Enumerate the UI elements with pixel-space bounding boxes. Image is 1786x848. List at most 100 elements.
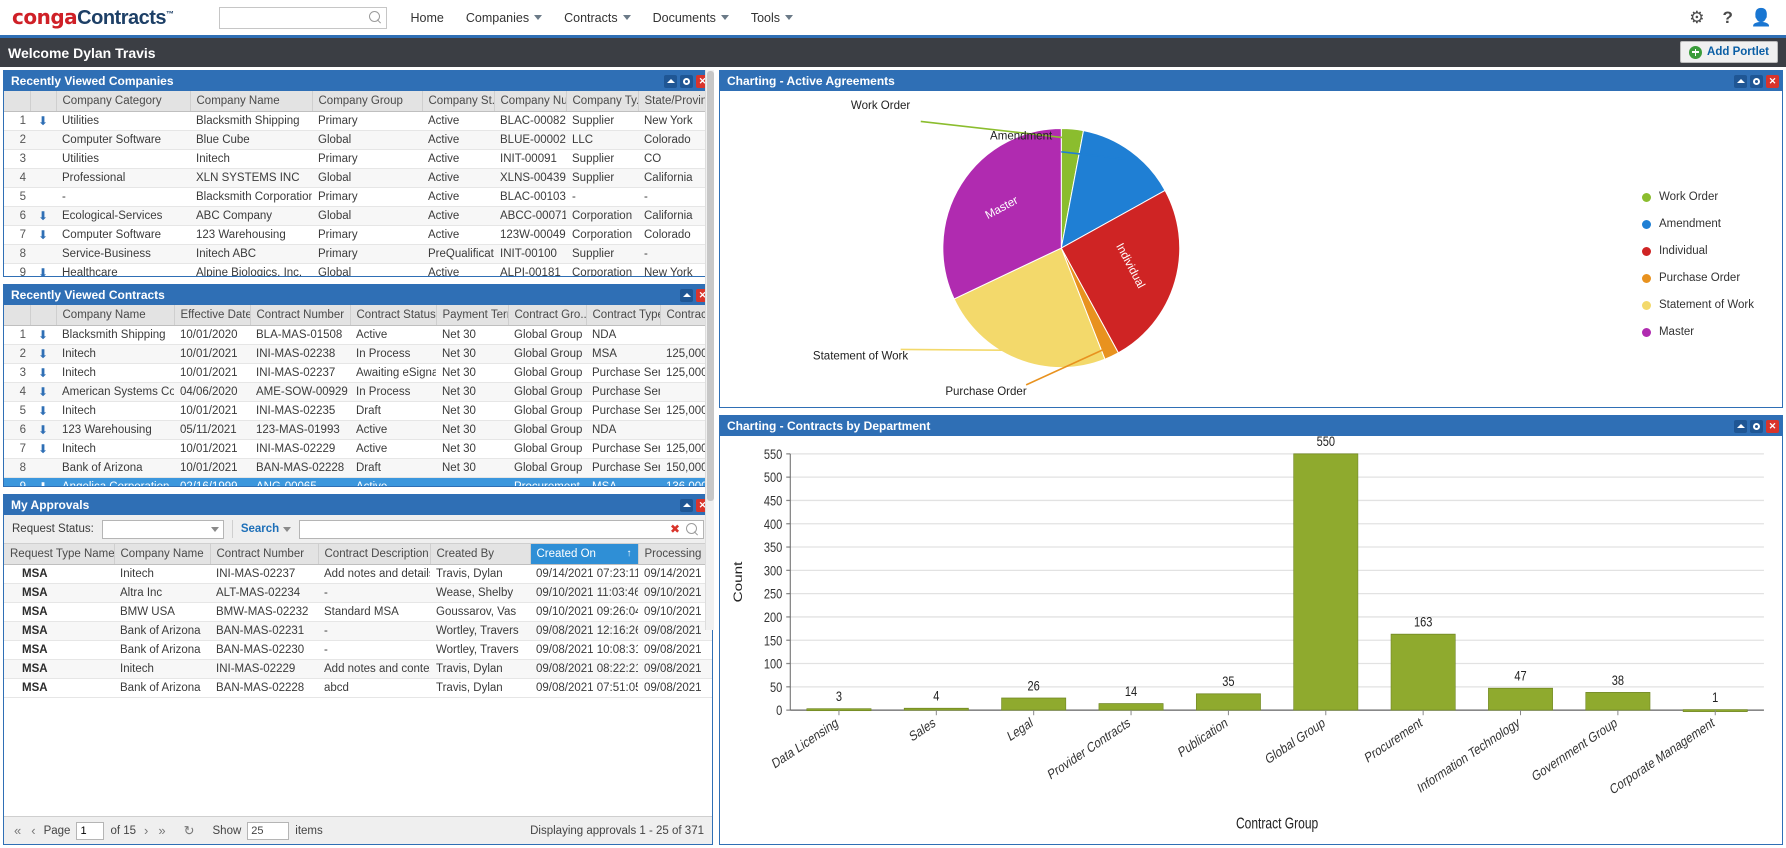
table-row[interactable]: 7 ⬇ Computer Software 123 Warehousing Primar…	[4, 225, 712, 245]
col-download[interactable]	[30, 305, 57, 326]
download-cell[interactable]: ⬇	[30, 439, 56, 459]
table-row[interactable]: 2 Computer Software Blue Cube Global Active B…	[4, 130, 712, 150]
download-icon[interactable]: ⬇	[37, 265, 49, 277]
table-row[interactable]: MSA Initech INI-MAS-02229 Add notes and con…	[4, 659, 712, 679]
download-cell[interactable]: ⬇	[30, 382, 56, 402]
table-row[interactable]: 6 ⬇ Ecological-Services ABC Company Global Ac…	[4, 206, 712, 226]
download-cell[interactable]: ⬇	[30, 344, 56, 364]
global-search-input[interactable]	[223, 11, 369, 24]
search-icon[interactable]	[686, 522, 699, 536]
download-cell[interactable]: ⬇	[30, 225, 56, 245]
close-icon[interactable]: ✕	[1766, 419, 1779, 433]
search-dropdown-button[interactable]: Search	[241, 523, 292, 535]
download-cell[interactable]: ⬇	[30, 206, 56, 226]
pie-slice-statement-of-work[interactable]	[953, 247, 1106, 369]
col-company-name[interactable]: Company Name	[114, 544, 211, 565]
col-company-category[interactable]: Company Category	[56, 91, 191, 112]
collapse-icon[interactable]	[680, 498, 693, 512]
last-page-button[interactable]: »	[158, 823, 166, 838]
col-rownum[interactable]	[4, 91, 31, 112]
table-row[interactable]: 9 ⬇ Angelica Corporation02/16/1999ANG-0006…	[4, 477, 712, 486]
col-download[interactable]	[30, 91, 57, 112]
col-company-name[interactable]: Company Name	[56, 305, 175, 326]
nav-item-companies[interactable]: Companies	[466, 11, 543, 25]
gear-icon[interactable]	[1750, 419, 1763, 433]
scrollbar-thumb[interactable]	[707, 71, 714, 501]
table-row[interactable]: 3 Utilities Initech Primary Active INIT-00091…	[4, 149, 712, 169]
legend-item[interactable]: Individual	[1641, 245, 1754, 257]
download-icon[interactable]: ⬇	[37, 208, 49, 223]
download-cell[interactable]: ⬇	[30, 401, 56, 421]
col-company-status[interactable]: Company St...	[422, 91, 495, 112]
refresh-icon[interactable]: ↻	[183, 822, 195, 838]
table-row[interactable]: 7 ⬇ Initech 10/01/2021 INI-MAS-02229 Active Ne…	[4, 439, 712, 459]
table-row[interactable]: MSA Altra Inc ALT-MAS-02234- Wease, Shelby 0…	[4, 583, 712, 603]
table-row[interactable]: 5 ⬇ Initech 10/01/2021 INI-MAS-02235 Draft Net…	[4, 401, 712, 421]
approvals-search-field[interactable]: ✖	[299, 519, 704, 539]
bar-publication[interactable]	[1195, 693, 1261, 711]
table-row[interactable]: 1 ⬇ Utilities Blacksmith Shipping Primary Act…	[4, 111, 712, 131]
table-row[interactable]: 4 Professional XLN SYSTEMS INC Global Active…	[4, 168, 712, 188]
col-company-type[interactable]: Company Ty...	[566, 91, 639, 112]
download-icon[interactable]: ⬇	[37, 403, 49, 418]
bar-sales[interactable]	[903, 707, 969, 711]
col-contract-type[interactable]: Contract Type	[586, 305, 661, 326]
table-row[interactable]: 1 ⬇ Blacksmith Shipping 10/01/2020 BLA-MAS-0…	[4, 325, 712, 345]
table-row[interactable]: 6 ⬇ 123 Warehousing 05/11/2021 123-MAS-01993…	[4, 420, 712, 440]
col-contract-description[interactable]: Contract Description	[318, 544, 431, 565]
col-state-province[interactable]: State/Province	[638, 91, 712, 112]
download-icon[interactable]: ⬇	[37, 384, 49, 399]
next-page-button[interactable]: ›	[144, 823, 149, 838]
bar-procurement[interactable]	[1390, 633, 1456, 711]
col-created-on[interactable]: Created On ↑	[530, 544, 639, 565]
download-cell[interactable]: ⬇	[30, 325, 56, 345]
table-row[interactable]: MSA BMW USA BMW-MAS-02232 Standard MSA Gouss…	[4, 602, 712, 622]
global-search-box[interactable]	[218, 6, 387, 29]
prev-page-button[interactable]: ‹	[31, 823, 36, 838]
bar-global-group[interactable]	[1293, 453, 1359, 711]
download-cell[interactable]: ⬇	[30, 363, 56, 383]
legend-item[interactable]: Statement of Work	[1641, 299, 1754, 311]
bar-information-technology[interactable]	[1488, 687, 1553, 711]
col-rownum[interactable]	[4, 305, 31, 326]
bar-legal[interactable]	[1001, 697, 1067, 711]
col-company-number[interactable]: Company Nu...	[494, 91, 567, 112]
download-icon[interactable]: ⬇	[37, 327, 49, 342]
approvals-search-input[interactable]	[304, 523, 670, 535]
clear-search-icon[interactable]: ✖	[669, 522, 680, 536]
legend-item[interactable]: Amendment	[1641, 218, 1754, 230]
first-page-button[interactable]: «	[14, 823, 22, 838]
left-column-scrollbar[interactable]	[705, 70, 714, 630]
page-number-input[interactable]	[76, 821, 105, 840]
bar-government-group[interactable]	[1585, 692, 1651, 711]
table-row[interactable]: MSA Initech INI-MAS-02237 Add notes and det…	[4, 564, 712, 584]
col-contract-number[interactable]: Contract Number	[250, 305, 351, 326]
table-row[interactable]: MSA Bank of Arizona BAN-MAS-02228 abcd Travi…	[4, 678, 712, 698]
page-size-select[interactable]: 25	[247, 821, 290, 840]
close-icon[interactable]: ✕	[1766, 74, 1779, 88]
user-icon[interactable]: 👤	[1750, 8, 1772, 27]
help-icon[interactable]: ?	[1722, 8, 1733, 27]
request-status-select[interactable]	[101, 519, 224, 539]
col-company-group[interactable]: Company Group	[312, 91, 423, 112]
table-row[interactable]: 8 Bank of Arizona 10/01/2021 BAN-MAS-02228 D…	[4, 458, 712, 478]
add-portlet-button[interactable]: Add Portlet	[1680, 41, 1778, 63]
download-icon[interactable]: ⬇	[37, 441, 49, 456]
pie-slice-master[interactable]	[942, 127, 1062, 300]
download-icon[interactable]: ⬇	[37, 113, 49, 128]
col-contract-number[interactable]: Contract Number	[210, 544, 319, 565]
nav-item-home[interactable]: Home	[411, 11, 444, 25]
table-row[interactable]: 2 ⬇ Initech 10/01/2021 INI-MAS-02238 In Proce…	[4, 344, 712, 364]
nav-item-documents[interactable]: Documents	[653, 11, 729, 25]
col-contract-status[interactable]: Contract Status	[350, 305, 437, 326]
col-contract-group[interactable]: Contract Gro...	[508, 305, 587, 326]
table-row[interactable]: 4 ⬇ American Systems Corp 04/06/2020 AME-SOW…	[4, 382, 712, 402]
table-row[interactable]: MSA Bank of Arizona BAN-MAS-02230- Wortley,…	[4, 640, 712, 660]
pie-slice-amendment[interactable]	[1060, 130, 1166, 250]
col-request-type-name[interactable]: Request Type Name	[4, 544, 115, 565]
download-cell[interactable]: ⬇	[30, 420, 56, 440]
gear-icon[interactable]	[680, 74, 693, 88]
col-created-by[interactable]: Created By	[430, 544, 531, 565]
nav-item-tools[interactable]: Tools	[751, 11, 794, 25]
table-row[interactable]: 3 ⬇ Initech 10/01/2021 INI-MAS-02237 Awaiting…	[4, 363, 712, 383]
